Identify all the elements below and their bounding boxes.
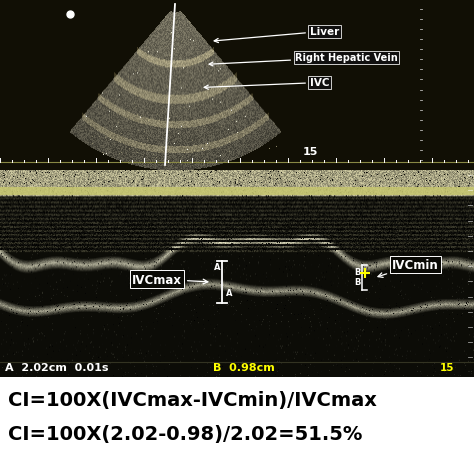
Text: IVC: IVC [204, 78, 329, 90]
Text: A: A [226, 288, 233, 297]
Text: CI=100X(IVCmax-IVCmin)/IVCmax: CI=100X(IVCmax-IVCmin)/IVCmax [8, 390, 377, 410]
Text: Liver: Liver [214, 27, 339, 44]
Text: B  0.98cm: B 0.98cm [213, 363, 275, 373]
Text: A  2.02cm  0.01s: A 2.02cm 0.01s [5, 363, 109, 373]
Text: 15: 15 [439, 363, 454, 373]
Text: IVCmax: IVCmax [132, 273, 208, 286]
Text: IVCmin: IVCmin [378, 258, 439, 278]
Text: Right Hepatic Vein: Right Hepatic Vein [209, 53, 398, 67]
Text: B: B [354, 278, 360, 287]
Text: B: B [354, 267, 360, 276]
Text: 15: 15 [302, 147, 318, 157]
Bar [0, 187, 474, 196]
Text: A: A [214, 263, 220, 272]
Text: CI=100X(2.02-0.98)/2.02=51.5%: CI=100X(2.02-0.98)/2.02=51.5% [8, 424, 363, 443]
